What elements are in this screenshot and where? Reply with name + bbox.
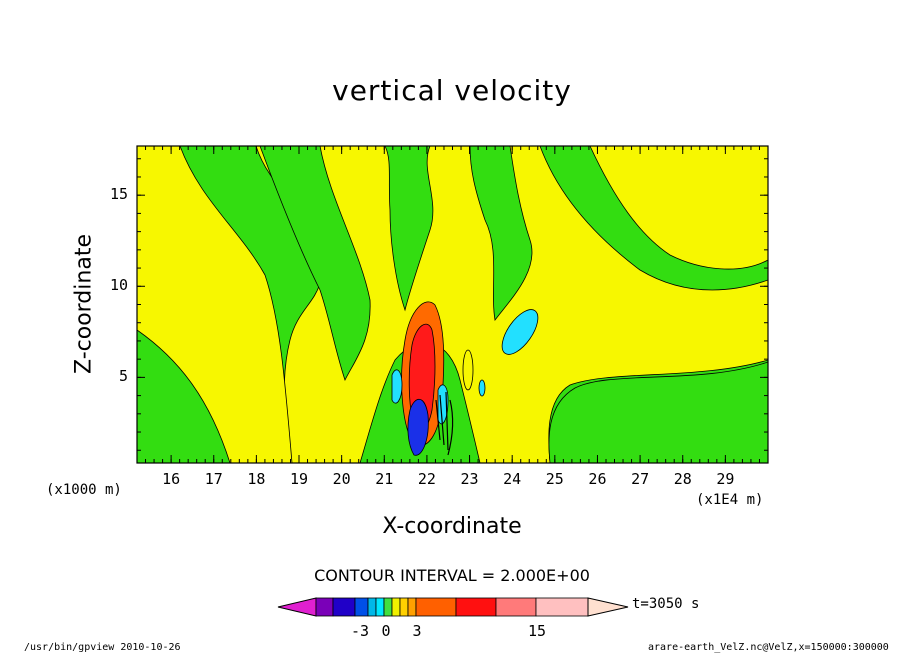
colorbar-cell [367,597,377,617]
x-tick-label: 29 [716,470,735,488]
x-tick-label: 27 [631,470,650,488]
x-tick-label: 26 [588,470,607,488]
y-tick-label: 10 [109,276,128,295]
x-tick-label: 16 [162,470,181,488]
colorbar [277,597,629,617]
colorbar-cell [399,597,409,617]
green-lower-right [548,285,768,463]
chart-title: vertical velocity [332,74,572,107]
colorbar-high-extend [587,597,629,617]
colorbar-cell [535,597,589,617]
x-tick-label: 23 [460,470,479,488]
yellow-upper-band [255,146,768,463]
footer-left: /usr/bin/gpview 2010-10-26 [24,642,181,653]
cyan-blob-right [501,309,539,355]
green-stripe-left [259,146,371,382]
x-tick-label: 19 [289,470,309,488]
colorbar-low-extend [277,597,317,617]
contour-field [137,146,768,463]
colorbar-label: 0 [381,622,391,640]
colorbar-cell [455,597,497,617]
green-stripe-center [384,146,434,312]
colorbar-cell [495,597,537,617]
footer-right: arare-earth_VelZ.nc@VelZ,x=150000:300000 [648,642,889,653]
downdraft-blue [407,398,429,456]
colorbar-cell [407,597,417,617]
green-stripe-right [469,146,533,321]
yellow-left-band [137,146,293,463]
yellow-right-band [589,146,768,270]
contour-interval-label: CONTOUR INTERVAL = 2.000E+00 [314,566,590,585]
colorbar-cell [391,597,401,617]
colorbar-cell [383,597,393,617]
axis-ticks [136,146,769,463]
y-tick-label: 5 [118,367,128,386]
x-tick-label: 18 [247,470,266,488]
time-label: t=3050 s [632,596,700,612]
cyan-small [478,379,486,397]
colorbar-label: 3 [412,622,422,640]
x-unit-left: (x1000 m) [46,482,122,498]
x-tick-label: 17 [204,470,223,488]
colorbar-cell [375,597,385,617]
x-tick-label: 22 [417,470,436,488]
y-axis-label: Z-coordinate [71,234,97,374]
y-tick-label: 15 [109,185,128,204]
x-tick-label: 28 [673,470,692,488]
x-axis-label: X-coordinate [382,514,522,539]
x-tick-label: 20 [332,470,351,488]
colorbar-cell [354,597,369,617]
colorbar-label: 15 [527,622,547,640]
colorbar-cell [415,597,457,617]
yellow-pocket [462,349,474,391]
colorbar-cell [315,597,334,617]
downdraft-cyan-left [391,369,403,404]
contour-cluster [435,391,454,456]
x-unit-right: (x1E4 m) [696,492,764,508]
x-tick-label: 25 [545,470,564,488]
x-tick-label: 24 [503,470,522,488]
x-tick-label: 21 [375,470,394,488]
colorbar-cell [332,597,356,617]
colorbar-label: -3 [350,622,370,640]
